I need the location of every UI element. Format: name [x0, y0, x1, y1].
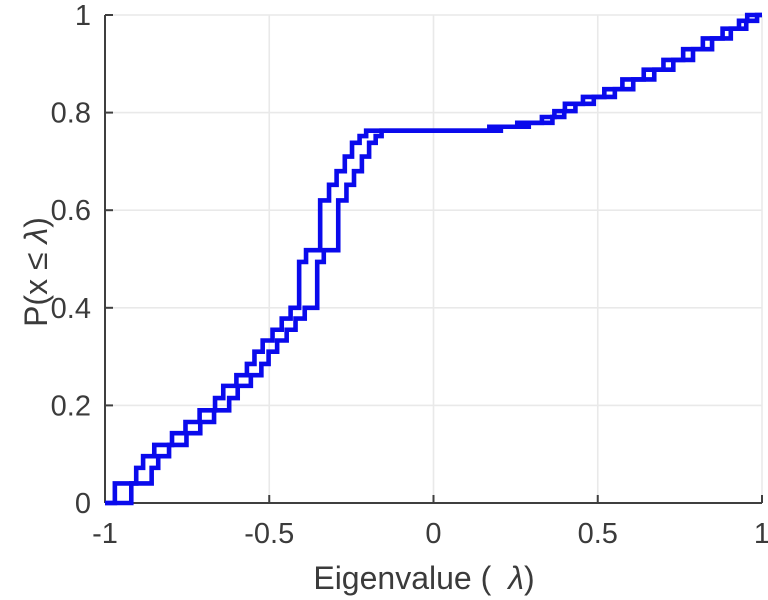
- y-tick-label: 0: [75, 488, 91, 520]
- y-tick-label: 1: [75, 0, 91, 32]
- y-axis-label-text: P(x ≤: [18, 252, 54, 327]
- x-tick-label: -1: [92, 518, 118, 550]
- ecdf-curve-2: [105, 12, 762, 506]
- y-tick-label: 0.2: [51, 390, 91, 422]
- x-tick-label: 0: [425, 518, 441, 550]
- x-tick-label: 0.5: [578, 518, 618, 550]
- y-tick-label: 0.4: [51, 293, 91, 325]
- lambda-symbol: λ: [18, 227, 54, 244]
- y-axis-label: P(x ≤ λ): [18, 217, 54, 327]
- lambda-symbol: λ: [508, 560, 524, 596]
- y-tick-label: 0.8: [51, 98, 91, 130]
- x-tick-label: -0.5: [244, 518, 294, 550]
- y-axis-label-suffix: ): [18, 217, 54, 228]
- ecdf-curve-1: [105, 12, 762, 506]
- x-axis-label-suffix: ): [523, 560, 535, 596]
- x-axis-label: Eigenvalue ( λ): [124, 562, 724, 594]
- y-tick-label: 0.6: [51, 195, 91, 227]
- x-axis-label-text: Eigenvalue (: [313, 560, 492, 596]
- x-tick-label: 1: [754, 518, 768, 550]
